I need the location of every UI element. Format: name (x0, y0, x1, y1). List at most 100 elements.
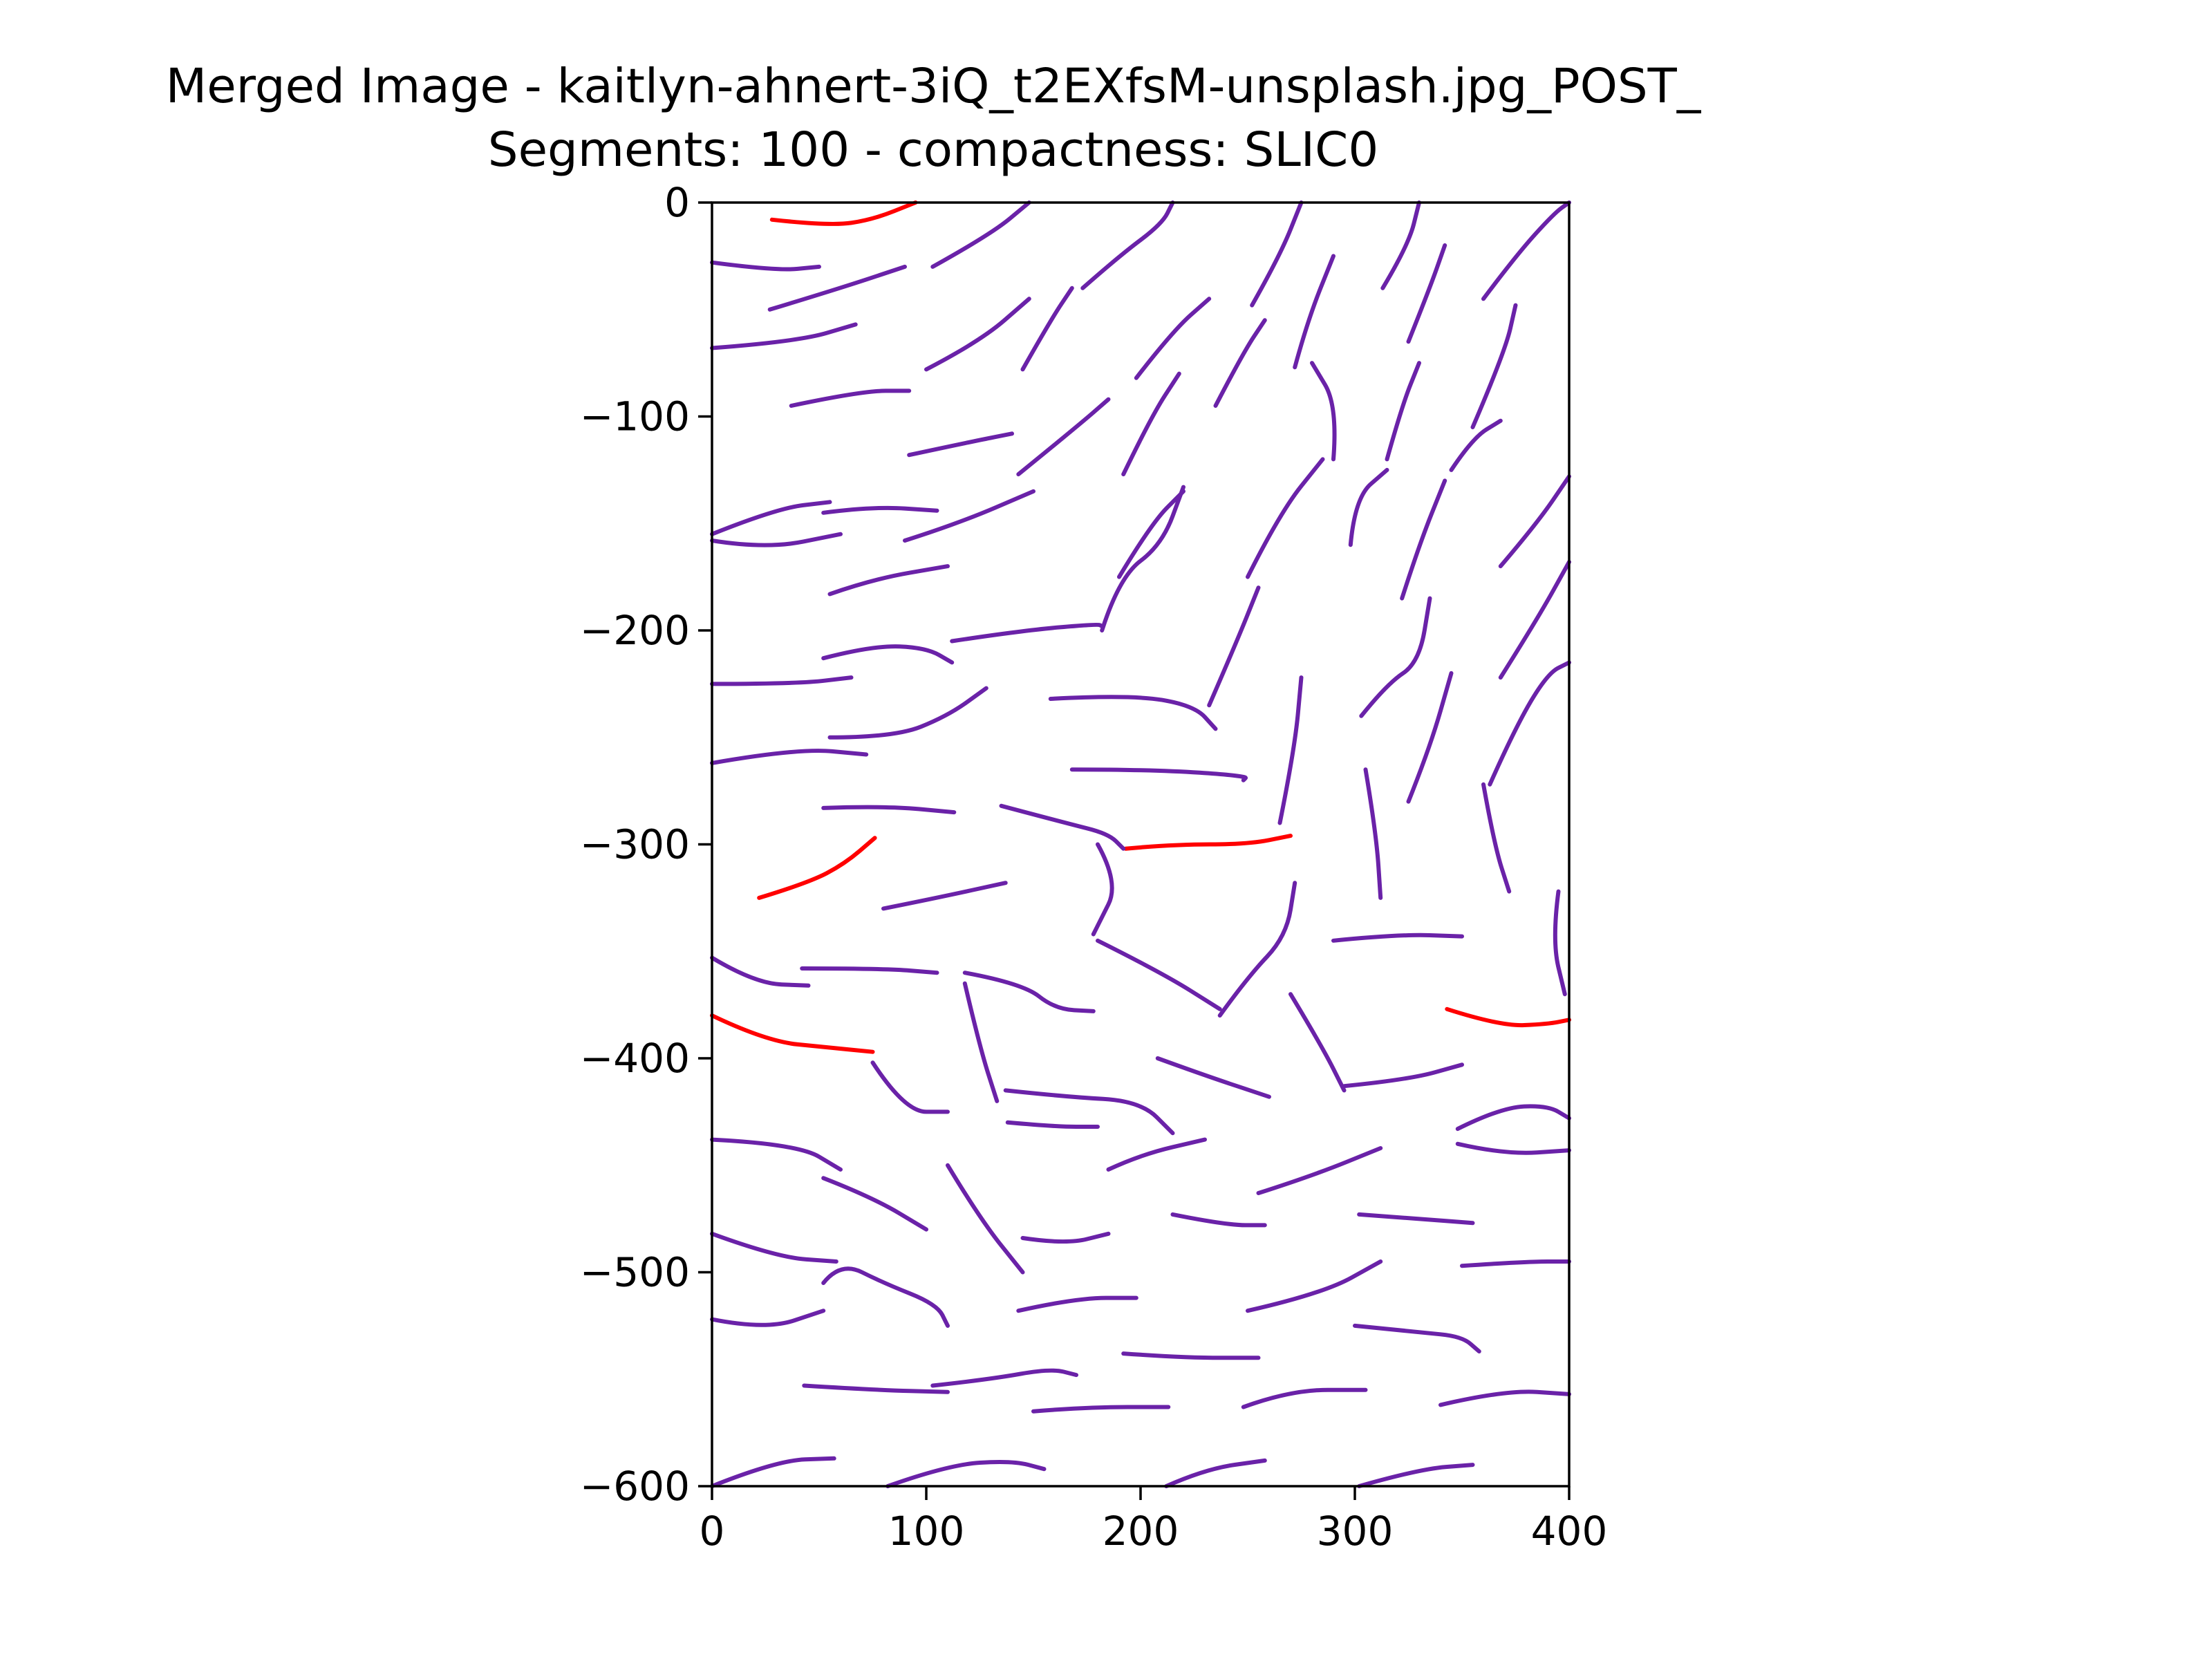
chart-title-line1: Merged Image - kaitlyn-ahnert-3iQ_t2EXfs… (166, 59, 1702, 114)
boundary-segment-purple (1069, 767, 1248, 782)
y-tick-label: 0 (664, 179, 690, 226)
x-tick-label: 0 (700, 1508, 725, 1555)
boundary-segment-purple (1246, 1259, 1383, 1313)
boundary-segment-purple (710, 749, 869, 765)
boundary-segment-purple (1357, 1463, 1475, 1488)
boundary-segment-purple (1250, 200, 1304, 308)
boundary-segment-purple (1134, 297, 1212, 380)
boundary-segment-purple (821, 1176, 928, 1232)
boundary-segment-purple (821, 505, 939, 515)
x-tick-label: 200 (1103, 1508, 1179, 1555)
boundary-segment-purple (1277, 675, 1304, 825)
boundary-segment-purple (1121, 371, 1181, 477)
boundary-segment-purple (962, 981, 1000, 1103)
boundary-segment-purple (1481, 782, 1512, 894)
boundary-segment-purple (1106, 1137, 1207, 1172)
boundary-segment-purple (1096, 938, 1222, 1011)
boundary-segment-purple (1363, 767, 1383, 900)
boundary-segment-purple (821, 644, 955, 665)
boundary-segment-purple (946, 1163, 1025, 1275)
boundary-segment-purple (930, 1368, 1078, 1388)
boundary-segment-red (757, 836, 877, 900)
boundary-segment-purple (1016, 1295, 1138, 1313)
x-tick-label: 300 (1317, 1508, 1394, 1555)
boundary-segment-purple (710, 955, 811, 988)
boundary-segment-purple (1155, 1056, 1271, 1099)
boundary-segment-purple (907, 431, 1014, 458)
boundary-segment-purple (710, 675, 854, 686)
boundary-segment-purple (881, 881, 1008, 911)
boundary-segment-purple (1016, 397, 1111, 477)
boundary-segment-purple (710, 1231, 838, 1264)
boundary-segment-purple (710, 1137, 843, 1172)
boundary-segment-purple (1553, 889, 1567, 997)
boundary-segment-purple (1100, 485, 1185, 632)
y-tick-label: −200 (580, 607, 690, 654)
boundary-segment-purple (1005, 1120, 1100, 1129)
boundary-segment-purple (1048, 695, 1218, 731)
boundary-segment-purple (885, 1459, 1047, 1488)
boundary-segment-purple (1455, 1141, 1571, 1155)
boundary-segment-purple (1406, 243, 1447, 344)
boundary-segment-purple (1217, 881, 1297, 1018)
axes-frame (711, 201, 1571, 1488)
boundary-segment-purple (1348, 467, 1389, 547)
boundary-segment-purple (1164, 1458, 1267, 1488)
boundary-segment-red (769, 200, 918, 226)
boundary-segment-purple (870, 1060, 950, 1114)
boundary-segment-purple (1460, 1259, 1571, 1268)
segments-layer (710, 200, 1571, 1488)
boundary-segment-red (710, 1013, 875, 1054)
boundary-segment-purple (1331, 932, 1464, 943)
boundary-segment-purple (1406, 671, 1454, 804)
boundary-segment-red (1445, 1006, 1571, 1028)
boundary-segment-purple (789, 388, 912, 408)
boundary-segment-purple (1170, 1212, 1267, 1228)
boundary-segment-purple (1449, 418, 1503, 472)
y-tick-label: −600 (580, 1463, 690, 1510)
boundary-segment-purple (1091, 842, 1114, 937)
y-tick-label: −100 (580, 393, 690, 440)
y-tick-label: −300 (580, 821, 690, 868)
boundary-segment-purple (800, 966, 939, 975)
boundary-segment-purple (1310, 361, 1337, 462)
boundary-segment-purple (1080, 200, 1175, 290)
boundary-segment-purple (1400, 478, 1447, 601)
boundary-segment-purple (710, 322, 858, 350)
boundary-segment-purple (827, 564, 950, 597)
boundary-segment-purple (821, 1266, 950, 1328)
y-tick-label: −500 (580, 1249, 690, 1296)
boundary-segment-purple (1438, 1389, 1571, 1407)
boundary-segment-purple (710, 500, 832, 536)
boundary-segment-purple (1380, 200, 1421, 290)
boundary-segment-purple (1353, 1323, 1481, 1353)
chart-title-line2: Segments: 100 - compactness: SLIC0 (488, 122, 1378, 178)
boundary-segment-purple (1117, 489, 1185, 579)
boundary-segment-purple (821, 805, 957, 815)
x-tick-label: 400 (1531, 1508, 1608, 1555)
boundary-segment-purple (767, 264, 907, 312)
y-tick-label: −400 (580, 1035, 690, 1082)
boundary-segment-purple (1498, 560, 1571, 680)
boundary-segment-purple (962, 971, 1096, 1013)
boundary-segment-purple (924, 297, 1031, 372)
boundary-segment-purple (1031, 1405, 1171, 1414)
boundary-segment-purple (1207, 585, 1261, 708)
ticks-layer: 0 100 200 300 400 0 −100 −200 −300 −400 −500 −600 (580, 179, 1608, 1555)
boundary-segment-purple (1359, 596, 1432, 718)
boundary-segment-purple (802, 1383, 950, 1394)
boundary-segment-purple (999, 803, 1126, 851)
boundary-segment-purple (710, 532, 843, 547)
boundary-segment-purple (1020, 1231, 1111, 1244)
boundary-segment-purple (1385, 361, 1421, 462)
boundary-segment-purple (1241, 1387, 1368, 1409)
boundary-segment-purple (1213, 318, 1267, 408)
boundary-segment-purple (1470, 303, 1518, 429)
boundary-segment-red (1123, 834, 1293, 851)
boundary-segment-purple (710, 1456, 836, 1488)
boundary-segment-purple (1288, 992, 1347, 1093)
boundary-segment-purple (710, 260, 821, 272)
boundary-segment-purple (1293, 254, 1335, 370)
boundary-segment-purple (710, 1309, 826, 1327)
